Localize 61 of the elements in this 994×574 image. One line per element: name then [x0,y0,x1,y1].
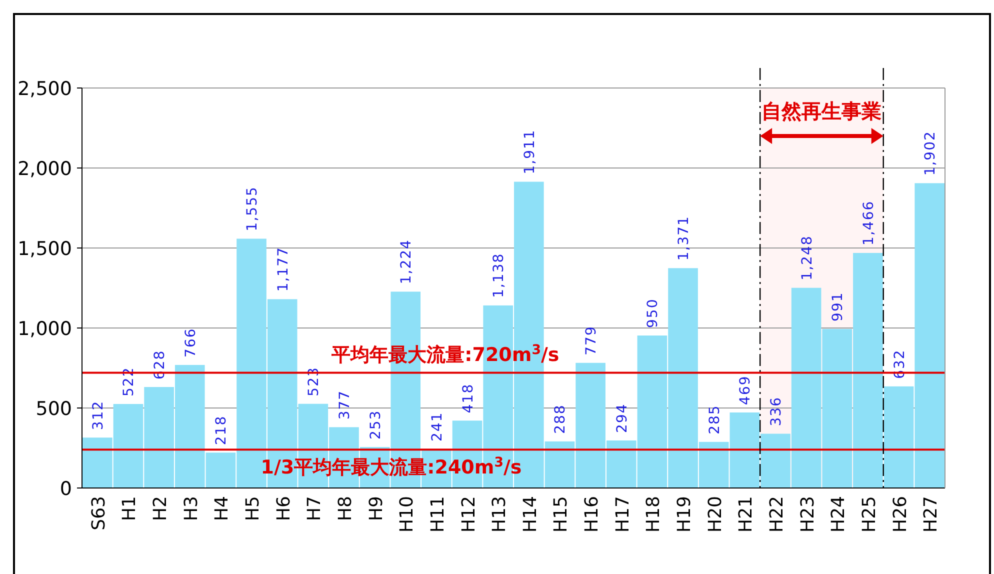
x-tick-label: H1 [119,496,140,521]
data-label: 312 [90,400,106,430]
data-label: 950 [645,298,662,328]
x-tick-label: H20 [704,496,726,532]
ref-line-label: 平均年最大流量:720m$^{3}$/s [330,342,560,366]
x-tick-label: H21 [736,496,757,532]
x-tick-label: H10 [396,496,418,532]
data-label: 418 [460,383,476,414]
data-label: 1,371 [676,216,692,261]
data-label: 1,138 [491,252,508,298]
band-label: 自然再生事業 [762,99,882,123]
x-tick-label: H14 [520,496,541,532]
data-label: 336 [768,396,784,426]
data-label: 1,248 [799,235,816,280]
y-tick-label: 500 [36,398,72,420]
y-tick-label: 2,000 [18,158,72,180]
x-tick-label: H13 [489,496,510,532]
x-tick-label: H6 [273,496,294,521]
data-label: 288 [552,404,569,434]
x-tick-label: H12 [458,496,480,532]
data-label: 1,555 [244,186,261,232]
x-tick-label: H26 [890,496,911,532]
x-tick-label: H8 [334,496,356,521]
x-tick-label: H11 [427,496,448,532]
y-tick-label: 0 [60,478,72,500]
data-label: 1,177 [275,246,292,292]
x-tick-label: H9 [366,496,387,521]
x-tick-label: H19 [674,496,696,532]
x-tick-label: H22 [766,496,788,532]
x-tick-label: H18 [643,496,664,532]
x-tick-label: H17 [612,496,634,532]
x-tick-label: H23 [797,496,818,532]
data-label: 779 [584,326,600,356]
x-tick-label: H3 [180,496,202,521]
x-tick-label: H5 [242,496,264,521]
x-tick-label: H15 [550,496,572,532]
data-label: 377 [336,390,353,420]
x-tick-label: H27 [920,496,942,532]
data-label: 1,224 [398,239,415,284]
data-label: 766 [182,328,199,358]
data-label: 991 [830,292,846,322]
data-label: 253 [368,410,384,440]
x-tick-label: S63 [88,496,110,530]
ref-line-label: 1/3平均年最大流量:240m$^{3}$/s [260,455,522,479]
data-label: 218 [214,415,230,446]
x-tick-label: H16 [582,496,603,532]
data-label: 1,902 [922,130,939,176]
x-tick-label: H4 [212,496,233,521]
y-tick-label: 1,000 [18,318,72,340]
x-tick-label: H24 [828,496,850,532]
data-label: 1,466 [860,200,877,246]
data-label: 469 [738,375,754,405]
data-label: 241 [429,412,446,442]
y-tick-label: 2,500 [18,78,72,100]
data-label: 285 [706,404,723,434]
x-tick-label: H7 [304,496,326,521]
data-label: 294 [614,403,630,433]
data-label: 1,911 [522,129,538,174]
x-tick-label: H2 [150,496,172,521]
y-tick-label: 1,500 [18,238,72,260]
x-tick-label: H25 [858,496,880,532]
